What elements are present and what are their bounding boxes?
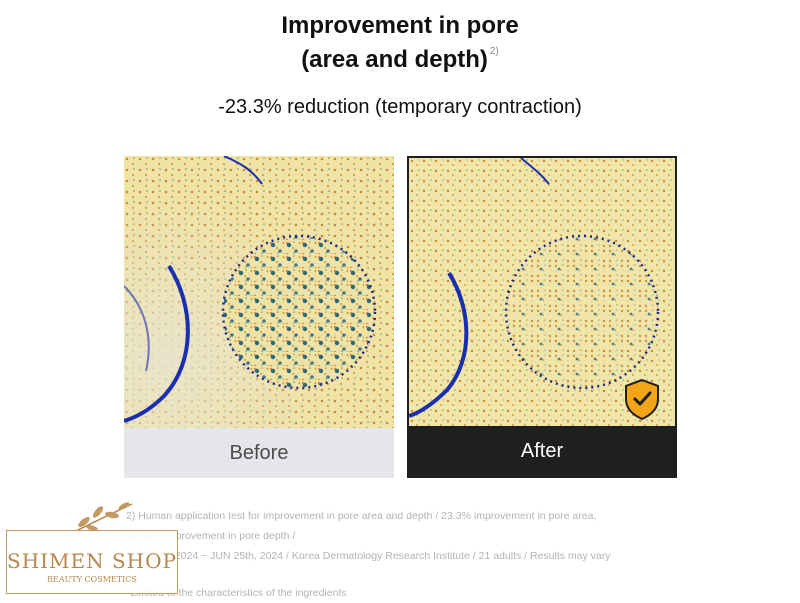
shield-check-icon	[625, 378, 659, 421]
footnote-line-4: *Limited to the characteristics of the i…	[126, 587, 347, 599]
before-panel: Before	[124, 156, 394, 478]
after-label: After	[409, 426, 675, 476]
before-focus-circle	[221, 234, 377, 390]
before-skin-image	[124, 156, 394, 428]
footnote-line-3: JUN 11th, 2024 ~ JUN 25th, 2024 / Korea …	[126, 550, 611, 562]
before-label: Before	[124, 428, 394, 478]
shop-logo: SHIMEN SHOP BEAUTY COSMETICS	[6, 530, 178, 594]
after-focus-circle	[504, 234, 660, 390]
subtitle: -23.3% reduction (temporary contraction)	[218, 96, 582, 118]
after-panel: After	[407, 156, 677, 478]
after-skin-image	[409, 158, 675, 426]
title-line-1: Improvement in pore	[281, 12, 519, 39]
logo-tagline: BEAUTY COSMETICS	[47, 575, 137, 584]
title-line-2: (area and depth) 2)	[0, 46, 800, 74]
footnote-line-1: 2) Human application test for improvemen…	[126, 510, 597, 522]
footnote-line-2: 22.65% improvement in pore depth /	[126, 530, 296, 542]
title-line-2-text: (area and depth)	[301, 46, 488, 73]
logo-name: SHIMEN SHOP	[7, 549, 177, 573]
title-footnote-mark: 2)	[489, 46, 499, 57]
footnotes: 2) Human application test for improvemen…	[126, 506, 686, 603]
